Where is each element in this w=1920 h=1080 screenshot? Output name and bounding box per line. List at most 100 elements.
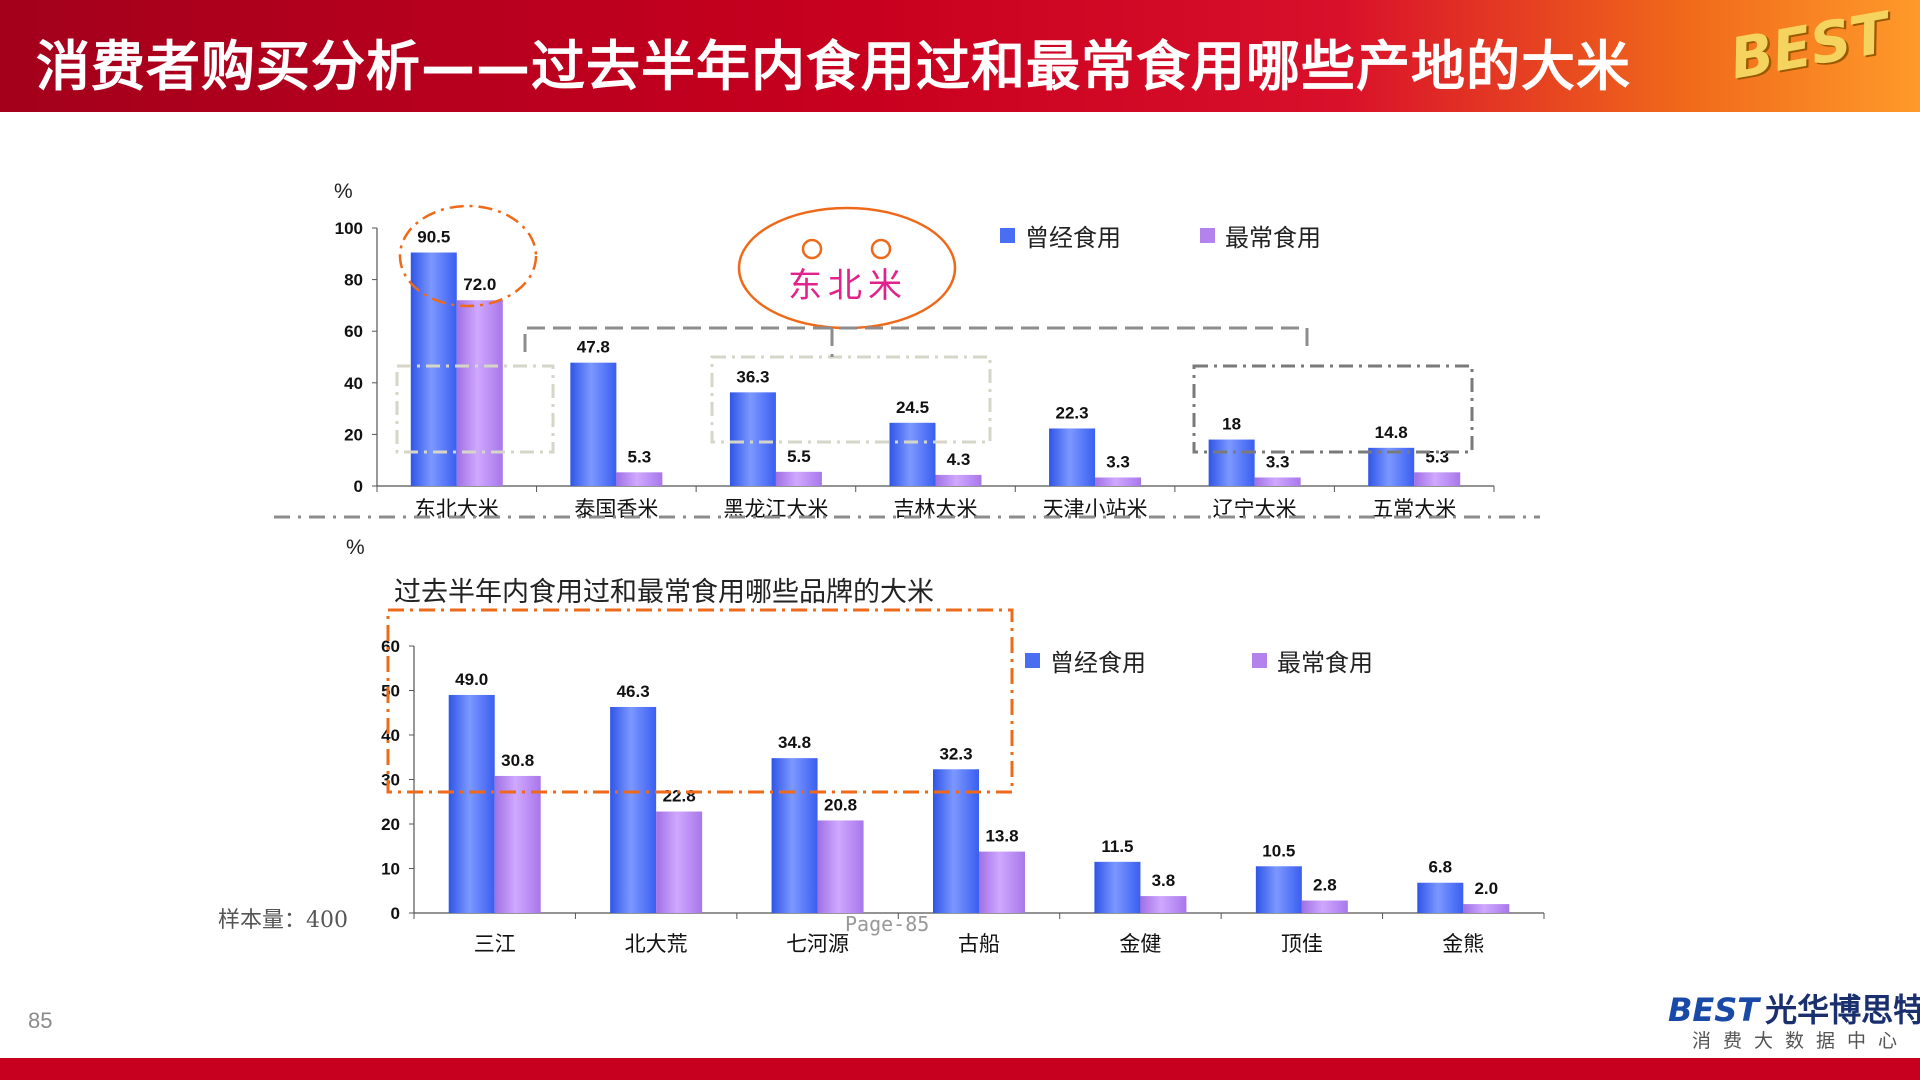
brand-name-en: BEST [1668, 991, 1760, 1029]
brand-label-ever: 6.8 [1428, 858, 1452, 877]
origin-label-ever: 47.8 [577, 338, 610, 357]
highlight-box-heilongjiang-jilin [710, 355, 992, 444]
origin-bar-most [1254, 477, 1301, 486]
page-title: 消费者购买分析——过去半年内食用过和最常食用哪些产地的大米 [36, 35, 1631, 98]
origin-label-ever: 22.3 [1056, 403, 1089, 422]
origin-y-tick-label: 60 [344, 322, 363, 341]
brand-label-most: 22.8 [663, 787, 696, 806]
brand-bar-most [1140, 896, 1187, 913]
highlight-box-liaoning-wuchang [1192, 364, 1474, 454]
brand-tagline: 消费大数据中心 [1692, 1030, 1910, 1052]
origin-bar-ever [1208, 439, 1255, 486]
page-number: 85 [28, 1008, 53, 1033]
brand-category-label: 顶佳 [1281, 932, 1323, 956]
brand-category-label: 金熊 [1442, 932, 1484, 956]
brand-bar-most [656, 811, 703, 913]
origin-category-label: 天津小站米 [1043, 497, 1148, 521]
legend-label-most: 最常食用 [1225, 224, 1321, 252]
highlight-box-top-brands [386, 608, 1014, 794]
chart2-unit-label: % [346, 536, 365, 559]
footer-bar [0, 1058, 1920, 1080]
origin-label-most: 72.0 [463, 275, 496, 294]
origin-label-ever: 90.5 [417, 228, 450, 247]
brand-y-tick-label: 60 [381, 637, 400, 656]
brand-category-label: 三江 [474, 932, 516, 956]
brand-bar-ever [448, 694, 495, 913]
brand-label-ever: 34.8 [778, 733, 811, 752]
brand-label-ever: 11.5 [1101, 837, 1133, 856]
brand-name-cn: 光华博思特 [1765, 991, 1920, 1029]
origin-bar-ever [1049, 428, 1096, 486]
legend-label-most: 最常食用 [1277, 649, 1373, 677]
origin-label-ever: 36.3 [736, 367, 769, 386]
brand-y-tick-label: 20 [381, 815, 400, 834]
highlight-box-northeast [395, 364, 555, 454]
origin-category-label: 泰国香米 [574, 497, 658, 521]
origin-bar-most [775, 471, 822, 486]
brand-bar-most [1463, 904, 1510, 913]
brand-label-ever: 32.3 [939, 744, 972, 763]
origin-label-most: 3.3 [1266, 452, 1290, 471]
brand-chart: 0 10 20 30 40 50 60 49.0 30.8 三江 46.3 22.8 北大荒 34.8 20… [381, 637, 1545, 956]
brand-y-tick-label: 30 [381, 771, 400, 790]
origin-label-most: 4.3 [947, 450, 971, 469]
chart2-title: 过去半年内食用过和最常食用哪些品牌的大米 [394, 577, 934, 608]
chart2-legend-most: 最常食用 [1252, 643, 1373, 678]
legend-swatch-ever [1025, 653, 1040, 668]
brand-bar-most [817, 820, 864, 913]
annotation-northeast-rice: 东北米 [788, 266, 908, 306]
brand-y-tick-label: 10 [381, 860, 400, 879]
brand-label-ever: 49.0 [455, 670, 488, 689]
legend-swatch-most [1200, 228, 1215, 243]
brand-label-most: 2.8 [1313, 876, 1337, 895]
origin-bar-most [1414, 472, 1461, 486]
legend-label-ever: 曾经食用 [1025, 224, 1121, 252]
chart1-unit-label: % [334, 180, 353, 203]
brand-label-most: 3.8 [1152, 871, 1176, 890]
brand-bar-most [494, 775, 541, 913]
brand-category-label: 古船 [958, 932, 1000, 956]
origin-bar-ever [889, 422, 936, 486]
sample-size: 样本量：400 [218, 908, 348, 933]
brand-label-ever: 10.5 [1262, 841, 1295, 860]
chart1-legend-most: 最常食用 [1200, 218, 1321, 253]
origin-label-ever: 14.8 [1375, 423, 1408, 442]
origin-y-tick-label: 20 [344, 425, 363, 444]
brand-bar-ever [1417, 882, 1464, 913]
chart2-legend-ever: 曾经食用 [1025, 643, 1146, 678]
legend-swatch-ever [1000, 228, 1015, 243]
smiley-eye-right [870, 238, 892, 260]
highlight-annotations [274, 204, 1540, 794]
chart1-legend-ever: 曾经食用 [1000, 218, 1121, 253]
brand-logo: BEST 光华博思特 [1668, 985, 1920, 1031]
brand-bar-ever [1094, 861, 1141, 913]
origin-bar-most [935, 474, 982, 486]
brand-label-most: 2.0 [1474, 879, 1498, 898]
origin-y-tick-label: 0 [354, 477, 363, 496]
origin-bar-most [616, 472, 663, 486]
highlight-ellipse [398, 204, 538, 308]
brand-label-most: 13.8 [985, 827, 1018, 846]
smiley-eye-left [801, 238, 823, 260]
origin-label-most: 5.3 [1425, 447, 1449, 466]
origin-bar-most [456, 300, 503, 486]
brand-bar-ever [610, 706, 657, 913]
origin-y-tick-label: 40 [344, 374, 363, 393]
origin-label-most: 5.5 [787, 447, 811, 466]
origin-bar-ever [1368, 447, 1415, 486]
page-watermark: Page-85 [845, 912, 930, 936]
brand-label-most: 30.8 [501, 751, 534, 770]
origin-bar-most [1095, 477, 1142, 486]
legend-swatch-most [1252, 653, 1267, 668]
brand-bar-ever [1255, 866, 1302, 913]
brand-label-ever: 46.3 [617, 682, 650, 701]
origin-y-tick-label: 100 [335, 219, 363, 238]
brand-category-label: 金健 [1119, 932, 1161, 956]
origin-label-ever: 24.5 [896, 398, 929, 417]
origin-label-ever: 18 [1222, 415, 1241, 434]
header-banner: 消费者购买分析——过去半年内食用过和最常食用哪些产地的大米 BEST [0, 0, 1920, 112]
origin-bar-ever [570, 362, 617, 486]
origin-label-most: 3.3 [1106, 452, 1130, 471]
